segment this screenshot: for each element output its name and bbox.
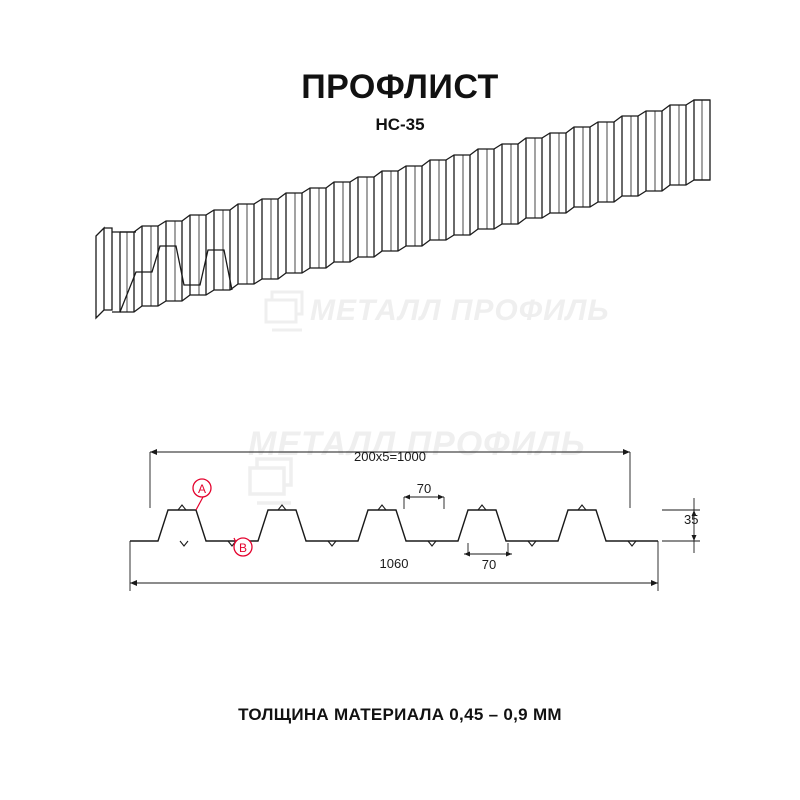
cross-section-profile: [130, 504, 658, 547]
dim-rib-top-label: 70: [417, 481, 431, 496]
dim-height-label: 35: [684, 512, 698, 527]
model-name: НС-35: [375, 115, 425, 134]
page-title: ПРОФЛИСТ: [301, 68, 499, 106]
sheet-corrugations: [119, 99, 710, 313]
callout-a: A: [192, 478, 212, 511]
callout-b-label: B: [239, 541, 247, 555]
isometric-sheet: [95, 99, 711, 320]
callout-b: B: [233, 537, 253, 557]
callouts: A B: [192, 478, 253, 557]
dimension-lines: [129, 449, 700, 591]
watermark-logo-bottom: [248, 457, 293, 505]
dim-top-label: 200х5=1000: [354, 449, 426, 464]
material-thickness-note: ТОЛЩИНА МАТЕРИАЛА 0,45 – 0,9 ММ: [238, 705, 562, 724]
sheet-left-edge: [95, 226, 121, 320]
watermark-text-top: МЕТАЛЛ ПРОФИЛЬ: [310, 294, 610, 327]
watermark-logo-top: [264, 290, 304, 332]
dim-rib-bottom-label: 70: [482, 557, 496, 572]
watermark-top: МЕТАЛЛ ПРОФИЛЬ: [264, 290, 610, 332]
dimension-labels: 200х5=1000 70 70 35 1060: [354, 449, 698, 572]
sheet-right-edge: [693, 99, 711, 181]
callout-a-label: A: [198, 482, 206, 496]
dim-total-label: 1060: [380, 556, 409, 571]
